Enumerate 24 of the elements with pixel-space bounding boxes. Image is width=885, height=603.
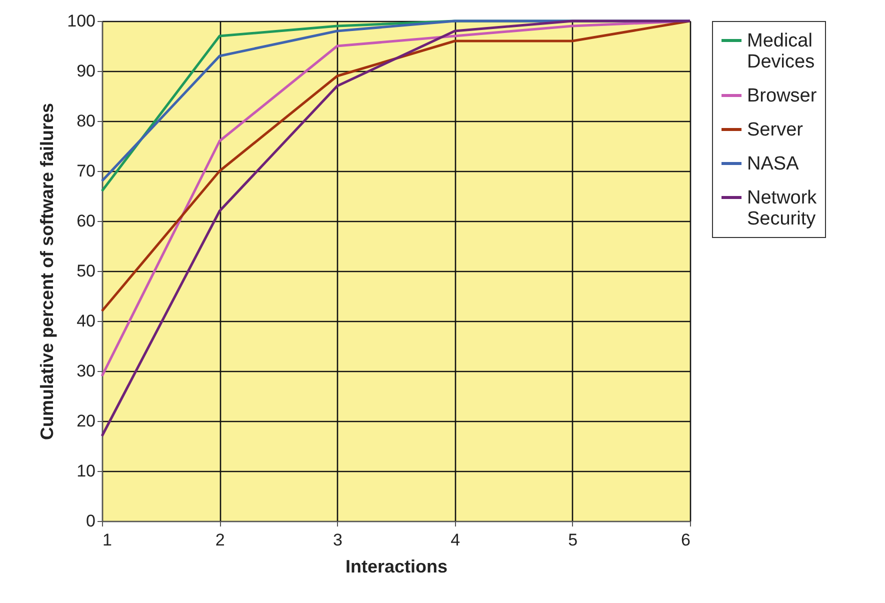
y-tick-label: 80 [76,112,96,130]
y-tick-label: 0 [86,512,96,530]
y-tick-label: 60 [76,212,96,230]
legend-label: NASA [747,154,800,174]
x-axis-title: Interactions [345,556,448,576]
y-tick-label: 50 [76,262,96,280]
y-tick-label: 40 [76,312,96,330]
y-tick-label: 10 [76,462,96,480]
legend-label: Medical Devices [747,30,815,72]
x-tick-label: 6 [681,530,690,550]
legend-label: Server [747,120,804,140]
x-tick-label: 3 [332,530,342,550]
x-tick-label: 4 [450,530,460,550]
x-tick-label: 5 [568,530,578,550]
y-tick-label: 100 [67,12,96,30]
y-tick-label: 30 [76,362,96,380]
y-axis-title: Cumulative percent of software failures [37,102,58,440]
y-tick-label: 20 [76,412,96,430]
legend-label: Browser [747,86,818,106]
x-tick-label: 2 [215,530,225,550]
y-tick-label: 70 [76,162,96,180]
x-tick-label: 1 [102,530,112,550]
y-tick-label: 90 [76,62,96,80]
legend-label: Network Security [747,188,818,230]
